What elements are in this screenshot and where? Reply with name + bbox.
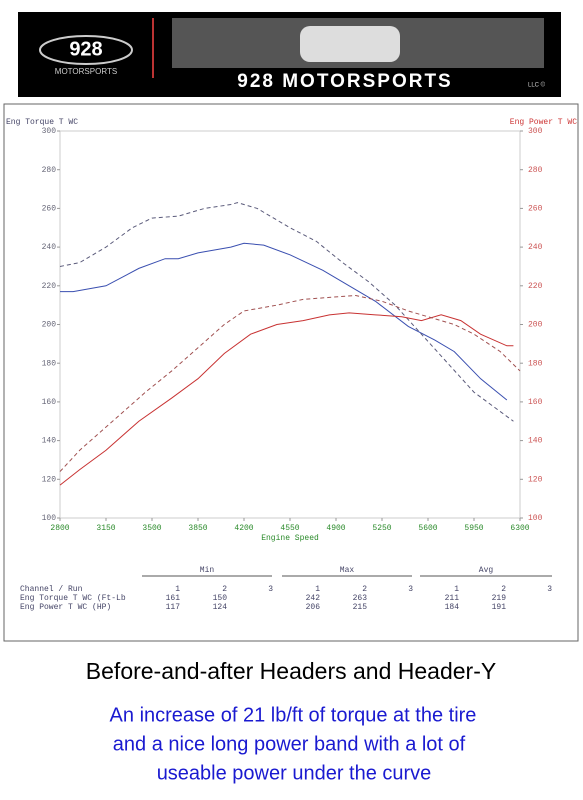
table-cell: 117: [166, 603, 181, 612]
y-tick-label: 240: [42, 243, 57, 252]
y2-tick-label: 220: [528, 282, 543, 291]
x-tick-label: 5250: [372, 524, 391, 533]
table-header: Channel / Run: [20, 585, 83, 594]
y2-tick-label: 300: [528, 127, 543, 136]
y2-tick-label: 100: [528, 514, 543, 523]
logo-ring: [39, 35, 133, 65]
caption-line: and a nice long power band with a lot of: [113, 733, 466, 755]
table-cell: 184: [445, 603, 460, 612]
x-tick-label: 6300: [510, 524, 529, 533]
caption-line: An increase of 21 lb/ft of torque at the…: [110, 704, 477, 726]
table-run: 1: [315, 585, 320, 594]
table-run: 3: [408, 585, 413, 594]
y-tick-label: 300: [42, 127, 57, 136]
table-cell: 206: [306, 603, 321, 612]
y-tick-label: 140: [42, 437, 57, 446]
y-tick-label: 160: [42, 398, 57, 407]
y-tick-label: 220: [42, 282, 57, 291]
y-axis-label: Eng Torque T WC: [6, 118, 78, 127]
x-tick-label: 3850: [188, 524, 207, 533]
table-row-label: Eng Torque T WC (Ft-Lb: [20, 594, 126, 603]
table-cell: 211: [445, 594, 460, 603]
table-group: Avg: [479, 566, 494, 575]
x-tick-label: 4900: [326, 524, 345, 533]
y2-tick-label: 240: [528, 243, 543, 252]
y2-tick-label: 200: [528, 321, 543, 330]
y2-tick-label: 280: [528, 166, 543, 175]
logo-number: 928: [69, 38, 102, 60]
table-run: 2: [362, 585, 367, 594]
y2-tick-label: 160: [528, 398, 543, 407]
y-tick-label: 280: [42, 166, 57, 175]
y-tick-label: 120: [42, 475, 57, 484]
table-cell: 263: [353, 594, 368, 603]
series-line: [60, 242, 508, 401]
table-run: 2: [501, 585, 506, 594]
table-cell: 215: [353, 603, 368, 612]
table-group: Max: [340, 566, 355, 575]
x-tick-label: 2800: [50, 524, 69, 533]
y2-tick-label: 180: [528, 359, 543, 368]
x-tick-label: 5600: [418, 524, 437, 533]
table-group: Min: [200, 566, 215, 575]
table-cell: 150: [213, 594, 228, 603]
table-row-label: Eng Power T WC (HP): [20, 603, 111, 612]
x-tick-label: 4550: [280, 524, 299, 533]
logo-text: MOTORSPORTS: [55, 67, 117, 76]
table-run: 1: [175, 585, 180, 594]
banner-divider: [152, 18, 154, 78]
series-line: [59, 202, 514, 422]
car-photo: [300, 26, 400, 62]
table-cell: 191: [492, 603, 507, 612]
y-tick-label: 200: [42, 321, 57, 330]
table-run: 2: [222, 585, 227, 594]
x-tick-label: 3150: [96, 524, 115, 533]
x-tick-label: 3500: [142, 524, 161, 533]
y2-axis-label: Eng Power T WC: [510, 118, 577, 127]
table-cell: 124: [213, 603, 228, 612]
y2-tick-label: 120: [528, 475, 543, 484]
x-tick-label: 4200: [234, 524, 253, 533]
banner-title: 928 MOTORSPORTS: [237, 71, 452, 92]
banner-suffix: LLC ©: [528, 82, 546, 89]
y-tick-label: 100: [42, 514, 57, 523]
table-cell: 242: [306, 594, 321, 603]
table-run: 3: [547, 585, 552, 594]
chart-frame: [3, 103, 579, 642]
table-run: 3: [268, 585, 273, 594]
table-cell: 219: [492, 594, 507, 603]
y2-tick-label: 260: [528, 205, 543, 214]
x-tick-label: 5950: [464, 524, 483, 533]
caption-title: Before-and-after Headers and Header-Y: [86, 658, 496, 684]
table-run: 1: [454, 585, 459, 594]
series-line: [59, 312, 514, 486]
y-tick-label: 180: [42, 359, 57, 368]
series-line: [59, 294, 521, 472]
y2-tick-label: 140: [528, 437, 543, 446]
y-tick-label: 260: [42, 205, 57, 214]
table-cell: 161: [166, 594, 181, 603]
caption-line: useable power under the curve: [157, 762, 432, 784]
x-axis-label: Engine Speed: [261, 534, 319, 543]
